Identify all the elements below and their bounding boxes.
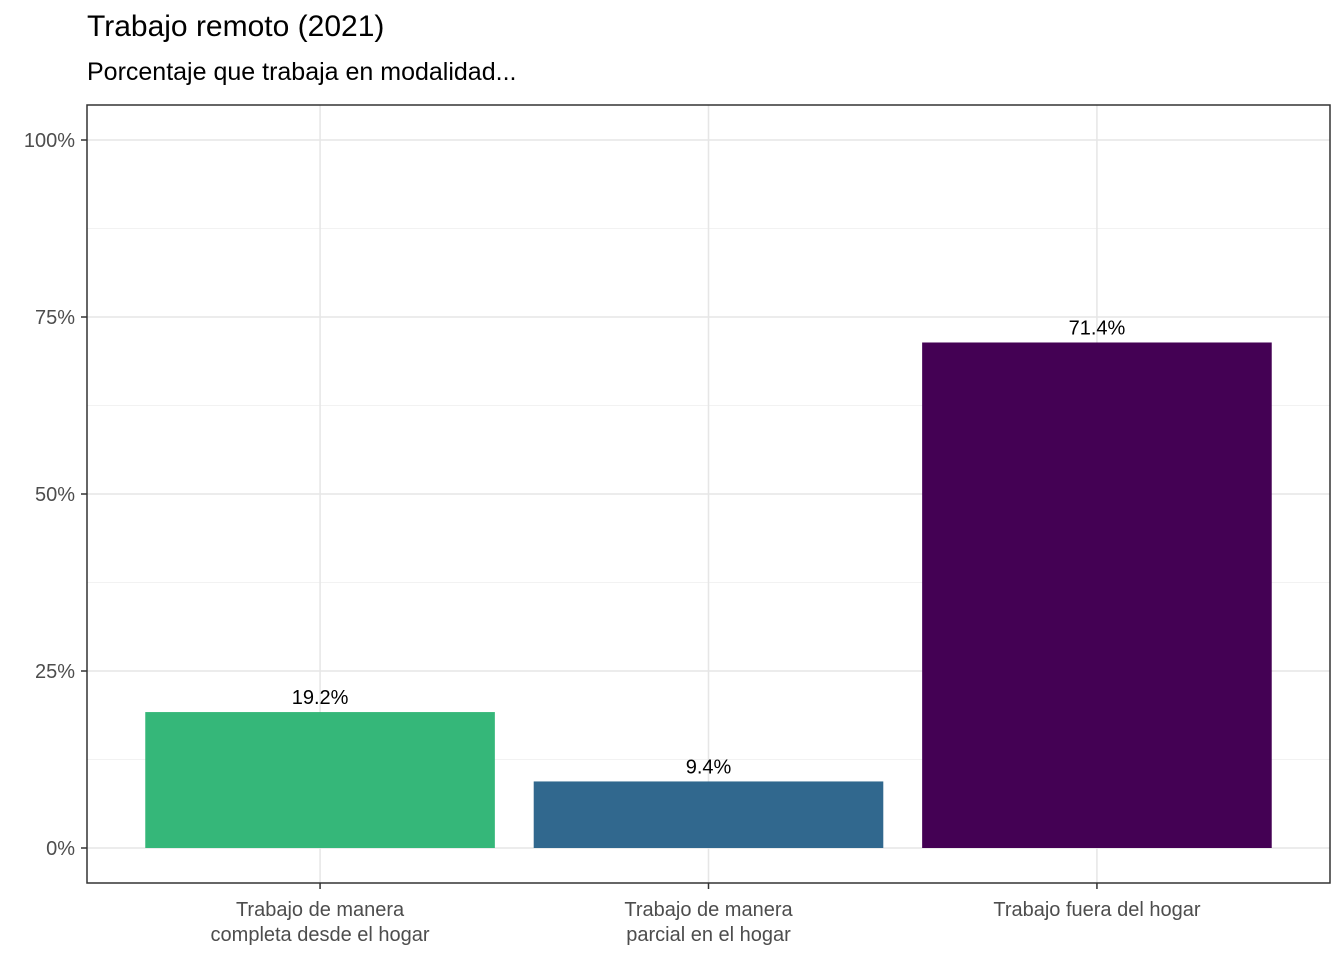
chart-subtitle: Porcentaje que trabaja en modalidad... <box>87 58 517 86</box>
data-label: 9.4% <box>686 756 732 778</box>
x-tick-label: parcial en el hogar <box>626 924 791 946</box>
chart-title: Trabajo remoto (2021) <box>87 10 385 43</box>
bar <box>533 781 884 848</box>
y-tick-label: 50% <box>35 484 75 506</box>
x-axis: Trabajo de manera completa desde el hogar… <box>211 883 1201 946</box>
y-tick-label: 25% <box>35 661 75 683</box>
data-labels: 19.2% 9.4% 71.4% <box>292 317 1126 778</box>
data-label: 19.2% <box>292 687 349 709</box>
bar <box>922 342 1272 848</box>
bars <box>145 342 1272 848</box>
y-tick-label: 75% <box>35 307 75 329</box>
y-tick-label: 100% <box>24 130 75 152</box>
y-tick-label: 0% <box>46 838 75 860</box>
y-axis: 0% 25% 50% 75% 100% <box>24 130 87 860</box>
data-label: 71.4% <box>1069 317 1126 339</box>
x-tick-label: completa desde el hogar <box>211 924 430 946</box>
x-tick-label: Trabajo de manera <box>236 899 405 921</box>
x-tick-label: Trabajo fuera del hogar <box>993 899 1201 921</box>
x-tick-label: Trabajo de manera <box>624 899 793 921</box>
bar <box>145 712 495 848</box>
